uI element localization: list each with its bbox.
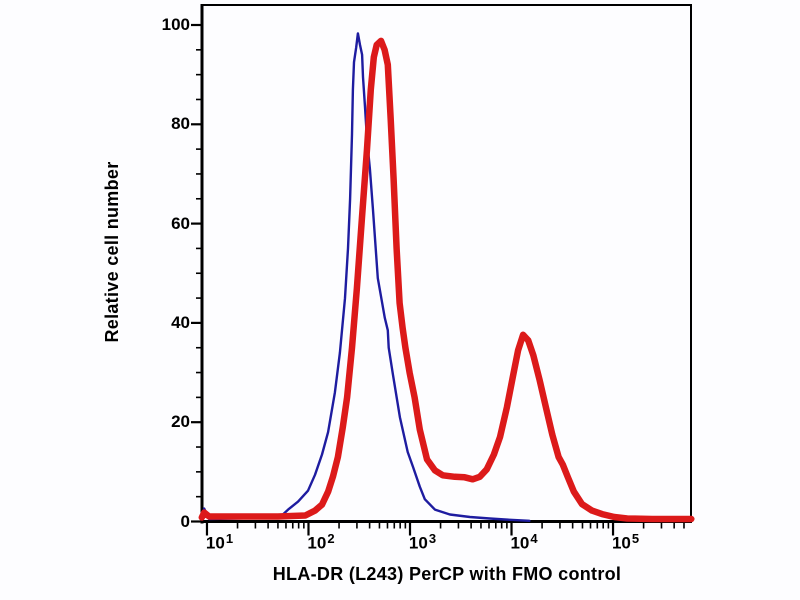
- fmo-control-curve: [200, 32, 531, 522]
- y-axis-title: Relative cell number: [102, 161, 122, 343]
- y-axis-tick-label: 60: [171, 213, 190, 233]
- x-axis-tick-label: 105: [611, 531, 640, 553]
- x-axis-tick-label: 104: [510, 531, 538, 553]
- x-axis-title: HLA-DR (L243) PerCP with FMO control: [272, 564, 622, 584]
- x-axis-tick-label: 102: [307, 531, 335, 553]
- hla-dr-stained-curve: [198, 37, 695, 523]
- x-axis-tick-label: 103: [408, 531, 437, 553]
- y-axis-tick-label: 80: [171, 114, 190, 134]
- y-axis-tick-label: 100: [161, 15, 190, 34]
- y-axis-tick-label: 20: [171, 412, 190, 432]
- y-axis-tick-label: 0: [180, 511, 190, 531]
- y-axis-tick-label: 40: [171, 312, 190, 332]
- x-axis-tick-label: 101: [205, 531, 234, 553]
